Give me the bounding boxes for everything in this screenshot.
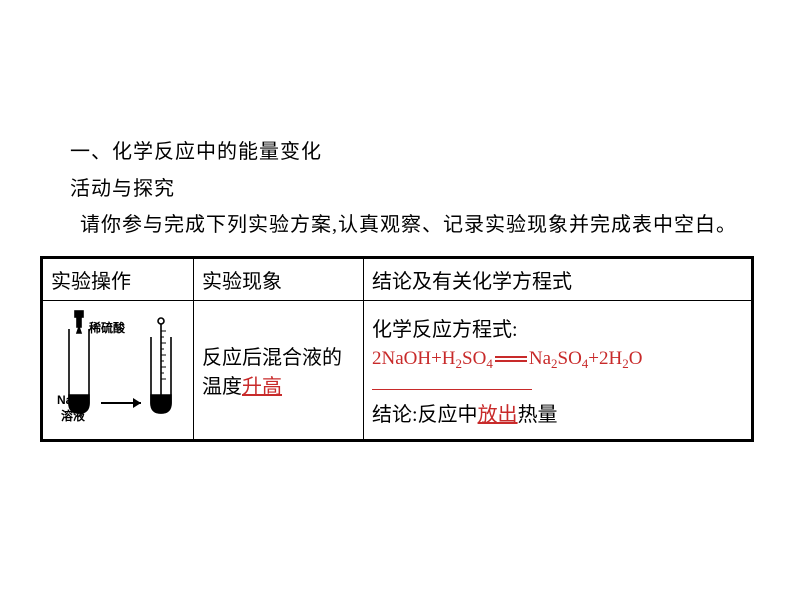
- chemical-equation: 2NaOH+H2SO4Na2SO4+2H2O: [372, 348, 743, 392]
- phenomenon-cell: 反应后混合液的温度升高: [194, 301, 364, 441]
- acid-label: 稀硫酸: [89, 319, 125, 336]
- header-phenomenon: 实验现象: [194, 258, 364, 301]
- section-heading: 一、化学反应中的能量变化: [70, 135, 754, 164]
- eq-part: Na: [529, 348, 551, 369]
- equation-label: 化学反应方程式:: [372, 313, 743, 342]
- header-operation: 实验操作: [42, 258, 194, 301]
- conclusion-cell: 化学反应方程式: 2NaOH+H2SO4Na2SO4+2H2O 结论:反应中放出…: [364, 301, 753, 441]
- concl-suffix: 热量: [518, 404, 558, 426]
- eq-part: 2NaOH+H: [372, 348, 456, 369]
- eq-part: SO: [462, 348, 486, 369]
- eq-sub: 4: [486, 356, 493, 371]
- eq-sub: 2: [551, 356, 558, 371]
- eq-sub: 2: [622, 356, 629, 371]
- operation-cell: 稀硫酸 NaOH 溶液: [42, 301, 194, 441]
- document-body: 一、化学反应中的能量变化 活动与探究 请你参与完成下列实验方案,认真观察、记录实…: [0, 0, 794, 442]
- experiment-table: 实验操作 实验现象 结论及有关化学方程式: [40, 256, 754, 442]
- concl-prefix: 结论:反应中: [372, 404, 478, 426]
- header-conclusion: 结论及有关化学方程式: [364, 258, 753, 301]
- activity-subheading: 活动与探究: [70, 172, 754, 201]
- equation-underline-icon: [372, 389, 532, 390]
- concl-accent: 放出: [478, 404, 518, 426]
- phenomenon-accent: 升高: [242, 376, 282, 398]
- eq-part: SO: [558, 348, 582, 369]
- instruction-text: 请你参与完成下列实验方案,认真观察、记录实验现象并完成表中空白。: [40, 209, 754, 241]
- base-label-1: NaOH: [57, 393, 90, 407]
- base-label-2: 溶液: [61, 407, 85, 424]
- eq-sub: 4: [582, 356, 589, 371]
- table-header-row: 实验操作 实验现象 结论及有关化学方程式: [42, 258, 753, 301]
- table-row: 稀硫酸 NaOH 溶液 反应后混合液的温度升高 化学反应方程式: 2NaOH+H…: [42, 301, 753, 441]
- eq-part: +2H: [588, 348, 622, 369]
- eq-sub: 2: [456, 356, 463, 371]
- eq-part: O: [629, 348, 643, 369]
- conclusion-text: 结论:反应中放出热量: [372, 398, 743, 427]
